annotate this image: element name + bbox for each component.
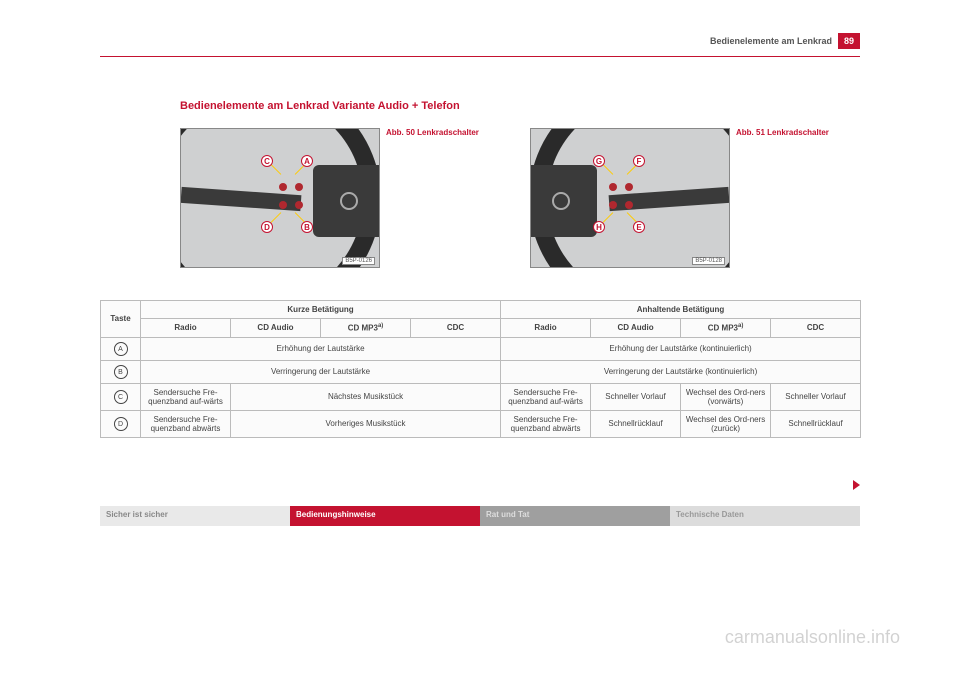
section-title: Bedienelemente am Lenkrad Variante Audio… bbox=[180, 100, 460, 112]
page: Bedienelemente am Lenkrad 89 Bedieneleme… bbox=[0, 0, 960, 678]
col-radio: Radio bbox=[501, 319, 591, 338]
wheel-hub bbox=[313, 165, 380, 237]
cell: Erhöhung der Lautstärke bbox=[141, 337, 501, 360]
watermark: carmanualsonline.info bbox=[725, 627, 900, 648]
callout-label-a: A bbox=[301, 155, 313, 167]
callout-label-d: D bbox=[261, 221, 273, 233]
wheel-button-icon bbox=[609, 183, 617, 191]
key-b-icon: B bbox=[114, 365, 128, 379]
cell: Verringerung der Lautstärke bbox=[141, 360, 501, 383]
cell: Verringerung der Lautstärke (kontinuierl… bbox=[501, 360, 861, 383]
footer-tab-tips: Rat und Tat bbox=[480, 506, 670, 526]
footer-tab-operation: Bedienungshinweise bbox=[290, 506, 480, 526]
cdmp3-sup: a) bbox=[378, 323, 383, 329]
cdmp3-text: CD MP3 bbox=[348, 324, 378, 333]
table-header-row: Taste Kurze Betätigung Anhaltende Betäti… bbox=[101, 301, 861, 319]
wheel-button-icon bbox=[625, 183, 633, 191]
cell: Schnellrücklauf bbox=[771, 410, 861, 437]
col-taste: Taste bbox=[101, 301, 141, 338]
row-key: A bbox=[101, 337, 141, 360]
row-key: C bbox=[101, 383, 141, 410]
footer-tabs: Sicher ist sicher Bedienungshinweise Rat… bbox=[100, 506, 860, 526]
cell: Vorheriges Musikstück bbox=[231, 410, 501, 437]
cell: Sendersuche Fre-quenzband abwärts bbox=[501, 410, 591, 437]
cell: Schnellrücklauf bbox=[591, 410, 681, 437]
header-title: Bedienelemente am Lenkrad bbox=[710, 36, 832, 46]
col-cdmp3: CD MP3a) bbox=[681, 319, 771, 338]
wheel-button-icon bbox=[625, 201, 633, 209]
callout-label-f: F bbox=[633, 155, 645, 167]
col-long: Anhaltende Betätigung bbox=[501, 301, 861, 319]
wheel-button-icon bbox=[295, 183, 303, 191]
table-row: A Erhöhung der Lautstärke Erhöhung der L… bbox=[101, 337, 861, 360]
col-cdc: CDC bbox=[411, 319, 501, 338]
page-number: 89 bbox=[838, 33, 860, 49]
callout-label-b: B bbox=[301, 221, 313, 233]
cell: Sendersuche Fre-quenzband auf-wärts bbox=[501, 383, 591, 410]
cell: Schneller Vorlauf bbox=[771, 383, 861, 410]
wheel-button-icon bbox=[279, 183, 287, 191]
figure-50: C A D B B5P-0126 bbox=[180, 128, 380, 268]
cdmp3-text: CD MP3 bbox=[708, 324, 738, 333]
cell: Wechsel des Ord-ners (vorwärts) bbox=[681, 383, 771, 410]
col-cdaudio: CD Audio bbox=[591, 319, 681, 338]
key-d-icon: D bbox=[114, 417, 128, 431]
cell: Wechsel des Ord-ners (zurück) bbox=[681, 410, 771, 437]
footer-tab-safety: Sicher ist sicher bbox=[100, 506, 290, 526]
table-row: D Sendersuche Fre-quenzband abwärts Vorh… bbox=[101, 410, 861, 437]
key-c-icon: C bbox=[114, 390, 128, 404]
figure-51-image: G F H E B5P-0128 bbox=[530, 128, 730, 268]
col-cdmp3: CD MP3a) bbox=[321, 319, 411, 338]
figure-50-id: B5P-0126 bbox=[342, 257, 375, 265]
col-short: Kurze Betätigung bbox=[141, 301, 501, 319]
seat-logo-icon bbox=[340, 192, 358, 210]
cell: Sendersuche Fre-quenzband auf-wärts bbox=[141, 383, 231, 410]
table-row: C Sendersuche Fre-quenzband auf-wärts Nä… bbox=[101, 383, 861, 410]
header-rule bbox=[100, 56, 860, 57]
row-key: B bbox=[101, 360, 141, 383]
figure-51-id: B5P-0128 bbox=[692, 257, 725, 265]
col-radio: Radio bbox=[141, 319, 231, 338]
col-cdc: CDC bbox=[771, 319, 861, 338]
figure-50-caption: Abb. 50 Lenkradschalter bbox=[386, 128, 486, 138]
table-subheader-row: Radio CD Audio CD MP3a) CDC Radio CD Aud… bbox=[101, 319, 861, 338]
cdmp3-sup: a) bbox=[738, 323, 743, 329]
figure-50-image: C A D B B5P-0126 bbox=[180, 128, 380, 268]
figure-51: G F H E B5P-0128 bbox=[530, 128, 730, 268]
col-cdaudio: CD Audio bbox=[231, 319, 321, 338]
footer-tab-techdata: Technische Daten bbox=[670, 506, 860, 526]
key-a-icon: A bbox=[114, 342, 128, 356]
wheel-hub bbox=[530, 165, 597, 237]
table-row: B Verringerung der Lautstärke Verringeru… bbox=[101, 360, 861, 383]
row-key: D bbox=[101, 410, 141, 437]
callout-label-h: H bbox=[593, 221, 605, 233]
seat-logo-icon bbox=[552, 192, 570, 210]
callout-label-e: E bbox=[633, 221, 645, 233]
controls-table: Taste Kurze Betätigung Anhaltende Betäti… bbox=[100, 300, 861, 438]
wheel-button-icon bbox=[295, 201, 303, 209]
callout-label-c: C bbox=[261, 155, 273, 167]
callout-label-g: G bbox=[593, 155, 605, 167]
continue-arrow-icon bbox=[853, 480, 860, 490]
wheel-button-icon bbox=[609, 201, 617, 209]
page-header: Bedienelemente am Lenkrad 89 bbox=[100, 36, 860, 56]
wheel-button-icon bbox=[279, 201, 287, 209]
cell: Nächstes Musikstück bbox=[231, 383, 501, 410]
cell: Schneller Vorlauf bbox=[591, 383, 681, 410]
cell: Erhöhung der Lautstärke (kontinuierlich) bbox=[501, 337, 861, 360]
figure-51-caption: Abb. 51 Lenkradschalter bbox=[736, 128, 836, 138]
cell: Sendersuche Fre-quenzband abwärts bbox=[141, 410, 231, 437]
